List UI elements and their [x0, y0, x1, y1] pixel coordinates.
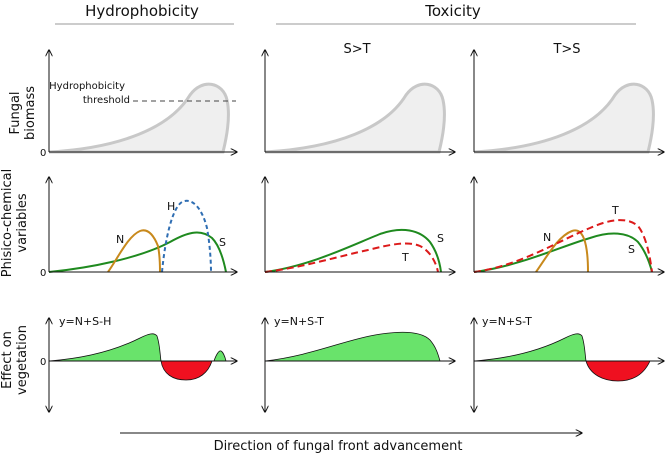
row-label-physchem-line1: Phisico-chemical: [0, 169, 15, 278]
positive-effect-bump: [213, 350, 227, 362]
s-curve: [264, 228, 442, 273]
t-curve: [473, 219, 653, 273]
curve-label-s: S: [628, 243, 635, 256]
row-label-biomass-line2: biomass: [23, 86, 38, 140]
panel-effect-t-gt-s: y=N+S-T: [474, 315, 664, 412]
curve-label-n: N: [543, 231, 551, 244]
negative-effect-area: [160, 360, 213, 381]
panel-physchem-s-gt-t: T S: [265, 177, 455, 272]
subheader-s-gt-t: S>T: [343, 42, 370, 57]
panel-effect-s-gt-t: y=N+S-T: [265, 315, 455, 412]
threshold-label: Hydrophobicity threshold: [49, 81, 130, 106]
h-curve: [161, 199, 212, 273]
zero-label: 0: [40, 357, 46, 368]
row-label-effect: Effect onvegetation: [0, 325, 30, 395]
panel-biomass-hydrophobicity: Hydrophobicity threshold 0: [40, 50, 237, 159]
n-curve: [535, 229, 589, 273]
equation-label: y=N+S-T: [482, 315, 532, 328]
row-label-biomass: Fungalbiomass: [8, 86, 38, 140]
row-label-biomass-line1: Fungal: [8, 91, 23, 134]
panel-biomass-t-gt-s: [474, 50, 664, 152]
row-label-physchem: Phisico-chemicalvariables: [0, 169, 30, 278]
s-curve: [473, 232, 653, 273]
curve-label-t: T: [611, 204, 619, 217]
equation-label: y=N+S-H: [59, 315, 111, 328]
panel-physchem-hydrophobicity: N H S 0: [40, 177, 237, 279]
row-label-effect-line1: Effect on: [0, 331, 15, 389]
positive-effect-area: [473, 333, 587, 362]
threshold-label-line1: Hydrophobicity: [49, 81, 125, 92]
header-toxicity: Toxicity: [424, 2, 481, 20]
header-hydrophobicity: Hydrophobicity: [85, 2, 199, 20]
biomass-curve: [48, 82, 230, 154]
zero-label: 0: [40, 268, 46, 279]
row-label-effect-line2: vegetation: [15, 325, 30, 395]
biomass-curve: [264, 82, 446, 154]
direction-label: Direction of fungal front advancement: [214, 439, 463, 454]
equation-label: y=N+S-T: [274, 315, 324, 328]
zero-label: 0: [40, 148, 46, 159]
panel-biomass-s-gt-t: [265, 50, 455, 152]
positive-effect-area: [48, 333, 162, 362]
curve-label-s: S: [219, 236, 226, 249]
positive-effect-area: [264, 331, 441, 362]
biomass-curve: [473, 82, 655, 154]
row-label-physchem-line2: variables: [15, 193, 30, 252]
negative-effect-area: [585, 360, 651, 382]
n-curve: [107, 229, 161, 273]
panel-physchem-t-gt-s: N T S: [474, 177, 664, 272]
curve-label-h: H: [167, 200, 175, 213]
curve-label-t: T: [401, 251, 409, 264]
threshold-label-line2: threshold: [83, 95, 130, 106]
subheader-t-gt-s: T>S: [552, 42, 580, 57]
t-curve: [264, 242, 439, 273]
curve-label-n: N: [116, 233, 124, 246]
curve-label-s: S: [437, 232, 444, 245]
panel-effect-hydrophobicity: y=N+S-H 0: [40, 315, 237, 412]
s-curve: [48, 231, 227, 273]
